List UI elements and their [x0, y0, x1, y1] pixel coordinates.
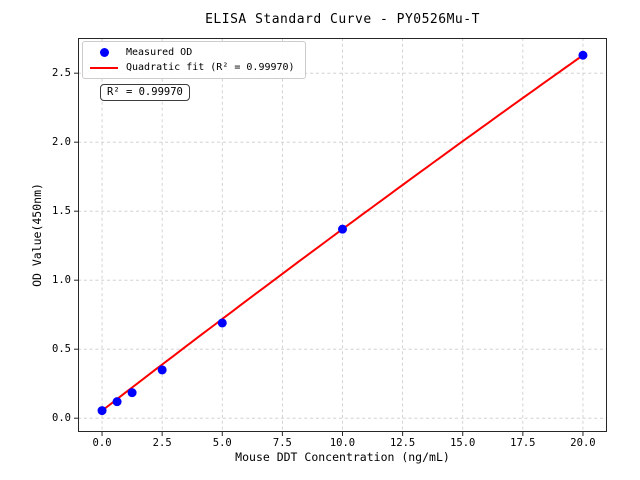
- data-point: [97, 406, 107, 416]
- legend-label: Measured OD: [126, 47, 193, 58]
- legend-dot-marker-icon: [90, 48, 118, 57]
- axes-frame: [78, 38, 607, 432]
- x-tick-label: 5.0: [212, 437, 232, 449]
- y-tick-label: 2.5: [52, 66, 71, 79]
- x-axis-label: Mouse DDT Concentration (ng/mL): [235, 450, 450, 464]
- x-tick-label: 2.5: [152, 437, 172, 449]
- legend-item-measured-od: Measured OD: [90, 45, 295, 60]
- data-point: [217, 318, 227, 328]
- data-point: [578, 50, 588, 60]
- x-tick-label: 10.0: [329, 437, 356, 449]
- y-tick-label: 2.0: [52, 135, 71, 148]
- legend: Measured OD Quadratic fit (R² = 0.99970): [82, 41, 306, 79]
- chart-title: ELISA Standard Curve - PY0526Mu-T: [205, 12, 480, 27]
- y-tick-label: 1.0: [52, 273, 71, 286]
- x-tick-label: 0.0: [92, 437, 112, 449]
- x-tick-label: 15.0: [450, 437, 476, 449]
- y-axis-label: OD Value(450nm): [30, 183, 44, 287]
- r-squared-annotation: R² = 0.99970: [100, 84, 190, 101]
- x-tick-label: 20.0: [570, 437, 596, 449]
- legend-label: Quadratic fit (R² = 0.99970): [126, 62, 295, 73]
- legend-item-quadratic-fit: Quadratic fit (R² = 0.99970): [90, 60, 295, 75]
- y-tick-label: 1.5: [52, 204, 71, 217]
- x-tick-label: 17.5: [510, 437, 536, 449]
- data-point: [127, 388, 137, 398]
- data-point: [157, 365, 167, 375]
- x-tick-label: 12.5: [389, 437, 416, 449]
- data-point: [112, 397, 122, 407]
- x-tick-label: 7.5: [272, 437, 292, 449]
- y-tick-label: 0.0: [52, 411, 71, 424]
- legend-line-marker-icon: [90, 66, 118, 69]
- data-point: [338, 224, 347, 234]
- y-tick-label: 0.5: [52, 342, 71, 355]
